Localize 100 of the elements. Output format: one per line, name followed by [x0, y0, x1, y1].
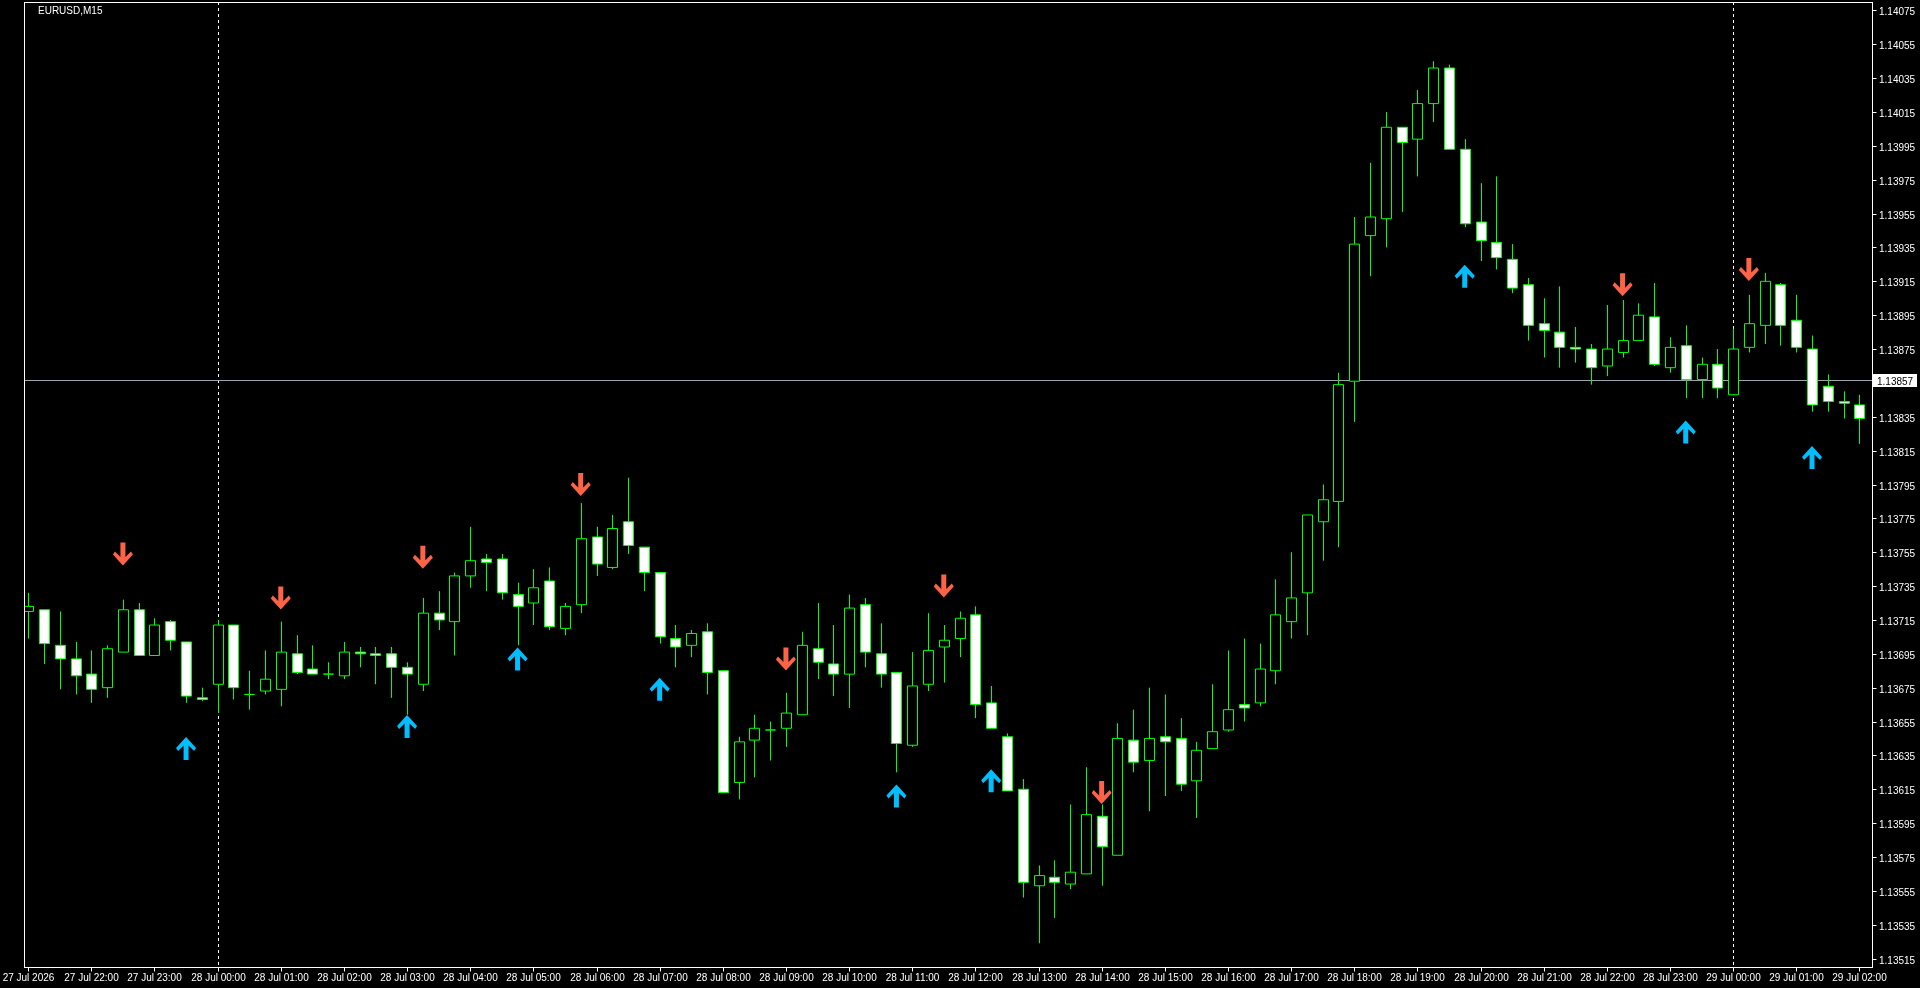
- candlestick: [1065, 803, 1076, 890]
- candlestick: [781, 692, 792, 748]
- y-tick-label: 1.13555: [1879, 886, 1916, 897]
- candlestick: [434, 590, 445, 631]
- candlestick: [639, 546, 650, 592]
- candlestick: [55, 610, 66, 690]
- candlestick: [1839, 390, 1850, 419]
- candlestick: [118, 599, 129, 653]
- candlestick: [560, 602, 571, 636]
- x-tick-label: 28 Jul 10:00: [822, 972, 878, 983]
- candlestick: [39, 609, 50, 665]
- candlestick: [1618, 299, 1629, 359]
- point: [176, 737, 197, 761]
- candlestick: [1191, 741, 1202, 819]
- y-tick-label: 1.13975: [1879, 175, 1916, 186]
- candlestick: [1854, 394, 1865, 445]
- y-tick-label: 1.14015: [1879, 107, 1916, 118]
- candlestick: [1302, 514, 1313, 636]
- x-tick-label: 28 Jul 22:00: [1580, 972, 1636, 983]
- y-tick-label: 1.13795: [1879, 480, 1916, 491]
- point: [412, 545, 433, 569]
- point: [1738, 257, 1759, 281]
- candlestick: [402, 661, 413, 716]
- candlestick: [1255, 643, 1266, 707]
- candlestick: [71, 641, 82, 695]
- candlestick: [576, 502, 587, 614]
- candlestick: [1381, 111, 1392, 248]
- candlestick: [1049, 859, 1060, 919]
- y-tick-label: 1.14035: [1879, 73, 1916, 84]
- candlestick: [923, 612, 934, 692]
- candlestick: [1270, 578, 1281, 685]
- candlestick: [1176, 717, 1187, 792]
- candlestick: [765, 721, 776, 761]
- candlestick: [670, 624, 681, 668]
- candlestick: [1081, 766, 1092, 875]
- x-tick-label: 28 Jul 15:00: [1138, 972, 1194, 983]
- x-tick-label: 28 Jul 13:00: [1012, 972, 1068, 983]
- x-tick-label: 27 Jul 23:00: [127, 972, 183, 983]
- y-tick-label: 1.13595: [1879, 818, 1916, 829]
- candlestick: [323, 661, 334, 680]
- candlestick: [1507, 243, 1518, 294]
- candlestick: [702, 622, 713, 695]
- x-tick-label: 28 Jul 08:00: [696, 972, 752, 983]
- y-tick-label: 1.13615: [1879, 784, 1916, 795]
- candlestick: [197, 687, 208, 702]
- x-tick-label: 29 Jul 02:00: [1832, 972, 1888, 983]
- candlestick: [513, 582, 524, 646]
- candlestick: [955, 610, 966, 658]
- x-tick-label: 28 Jul 03:00: [380, 972, 436, 983]
- candlestick: [844, 594, 855, 709]
- candlestick: [986, 685, 997, 729]
- point: [649, 677, 670, 701]
- candlestick: [1365, 162, 1376, 277]
- candlestick: [149, 617, 160, 656]
- candlestick: [1807, 335, 1818, 413]
- candlestick: [481, 553, 492, 592]
- candlestick: [1491, 175, 1502, 270]
- x-tick-label: 27 Jul 22:00: [64, 972, 120, 983]
- candlestick: [465, 526, 476, 589]
- x-tick-label: 28 Jul 01:00: [254, 972, 310, 983]
- candlestick: [528, 568, 539, 626]
- y-tick-label: 1.13955: [1879, 209, 1916, 220]
- candlestick: [544, 566, 555, 631]
- candlestick: [1539, 297, 1550, 359]
- y-tick-label: 1.13695: [1879, 649, 1916, 660]
- candlestick: [686, 629, 697, 658]
- candlestick: [813, 602, 824, 680]
- candlestick: [939, 624, 950, 684]
- candlestick: [1018, 778, 1029, 899]
- candlestick: [749, 714, 760, 778]
- candlestick: [1034, 864, 1045, 944]
- candlestick: [276, 621, 287, 707]
- candlestick: [260, 649, 271, 695]
- ref-line-label: 1.13857: [1877, 375, 1914, 386]
- candlestick: [165, 619, 176, 651]
- candlestick: [1697, 357, 1708, 399]
- x-tick-label: 28 Jul 05:00: [506, 972, 562, 983]
- y-tick-label: 1.13715: [1879, 615, 1916, 626]
- candlestick: [1349, 216, 1360, 423]
- candlestick: [1760, 272, 1771, 345]
- y-tick-label: 1.13935: [1879, 242, 1916, 253]
- y-tick-label: 1.13655: [1879, 717, 1916, 728]
- candlestick: [734, 736, 745, 800]
- candlestick: [355, 646, 366, 668]
- candlestick: [1002, 732, 1013, 792]
- y-tick-label: 1.13575: [1879, 852, 1916, 863]
- point: [933, 574, 954, 598]
- candlestick: [1728, 328, 1739, 396]
- y-tick-label: 1.13875: [1879, 344, 1916, 355]
- candlestick: [607, 514, 618, 570]
- y-tick-label: 1.13635: [1879, 750, 1916, 761]
- y-tick-label: 1.13775: [1879, 513, 1916, 524]
- candlestick: [1602, 304, 1613, 377]
- point: [1454, 264, 1475, 288]
- y-tick-label: 1.13515: [1879, 954, 1916, 965]
- x-tick-label: 28 Jul 12:00: [948, 972, 1004, 983]
- x-tick-label: 29 Jul 00:00: [1706, 972, 1762, 983]
- candlestick: [386, 646, 397, 699]
- candlestick: [1397, 126, 1408, 213]
- candlestick: [1444, 64, 1455, 150]
